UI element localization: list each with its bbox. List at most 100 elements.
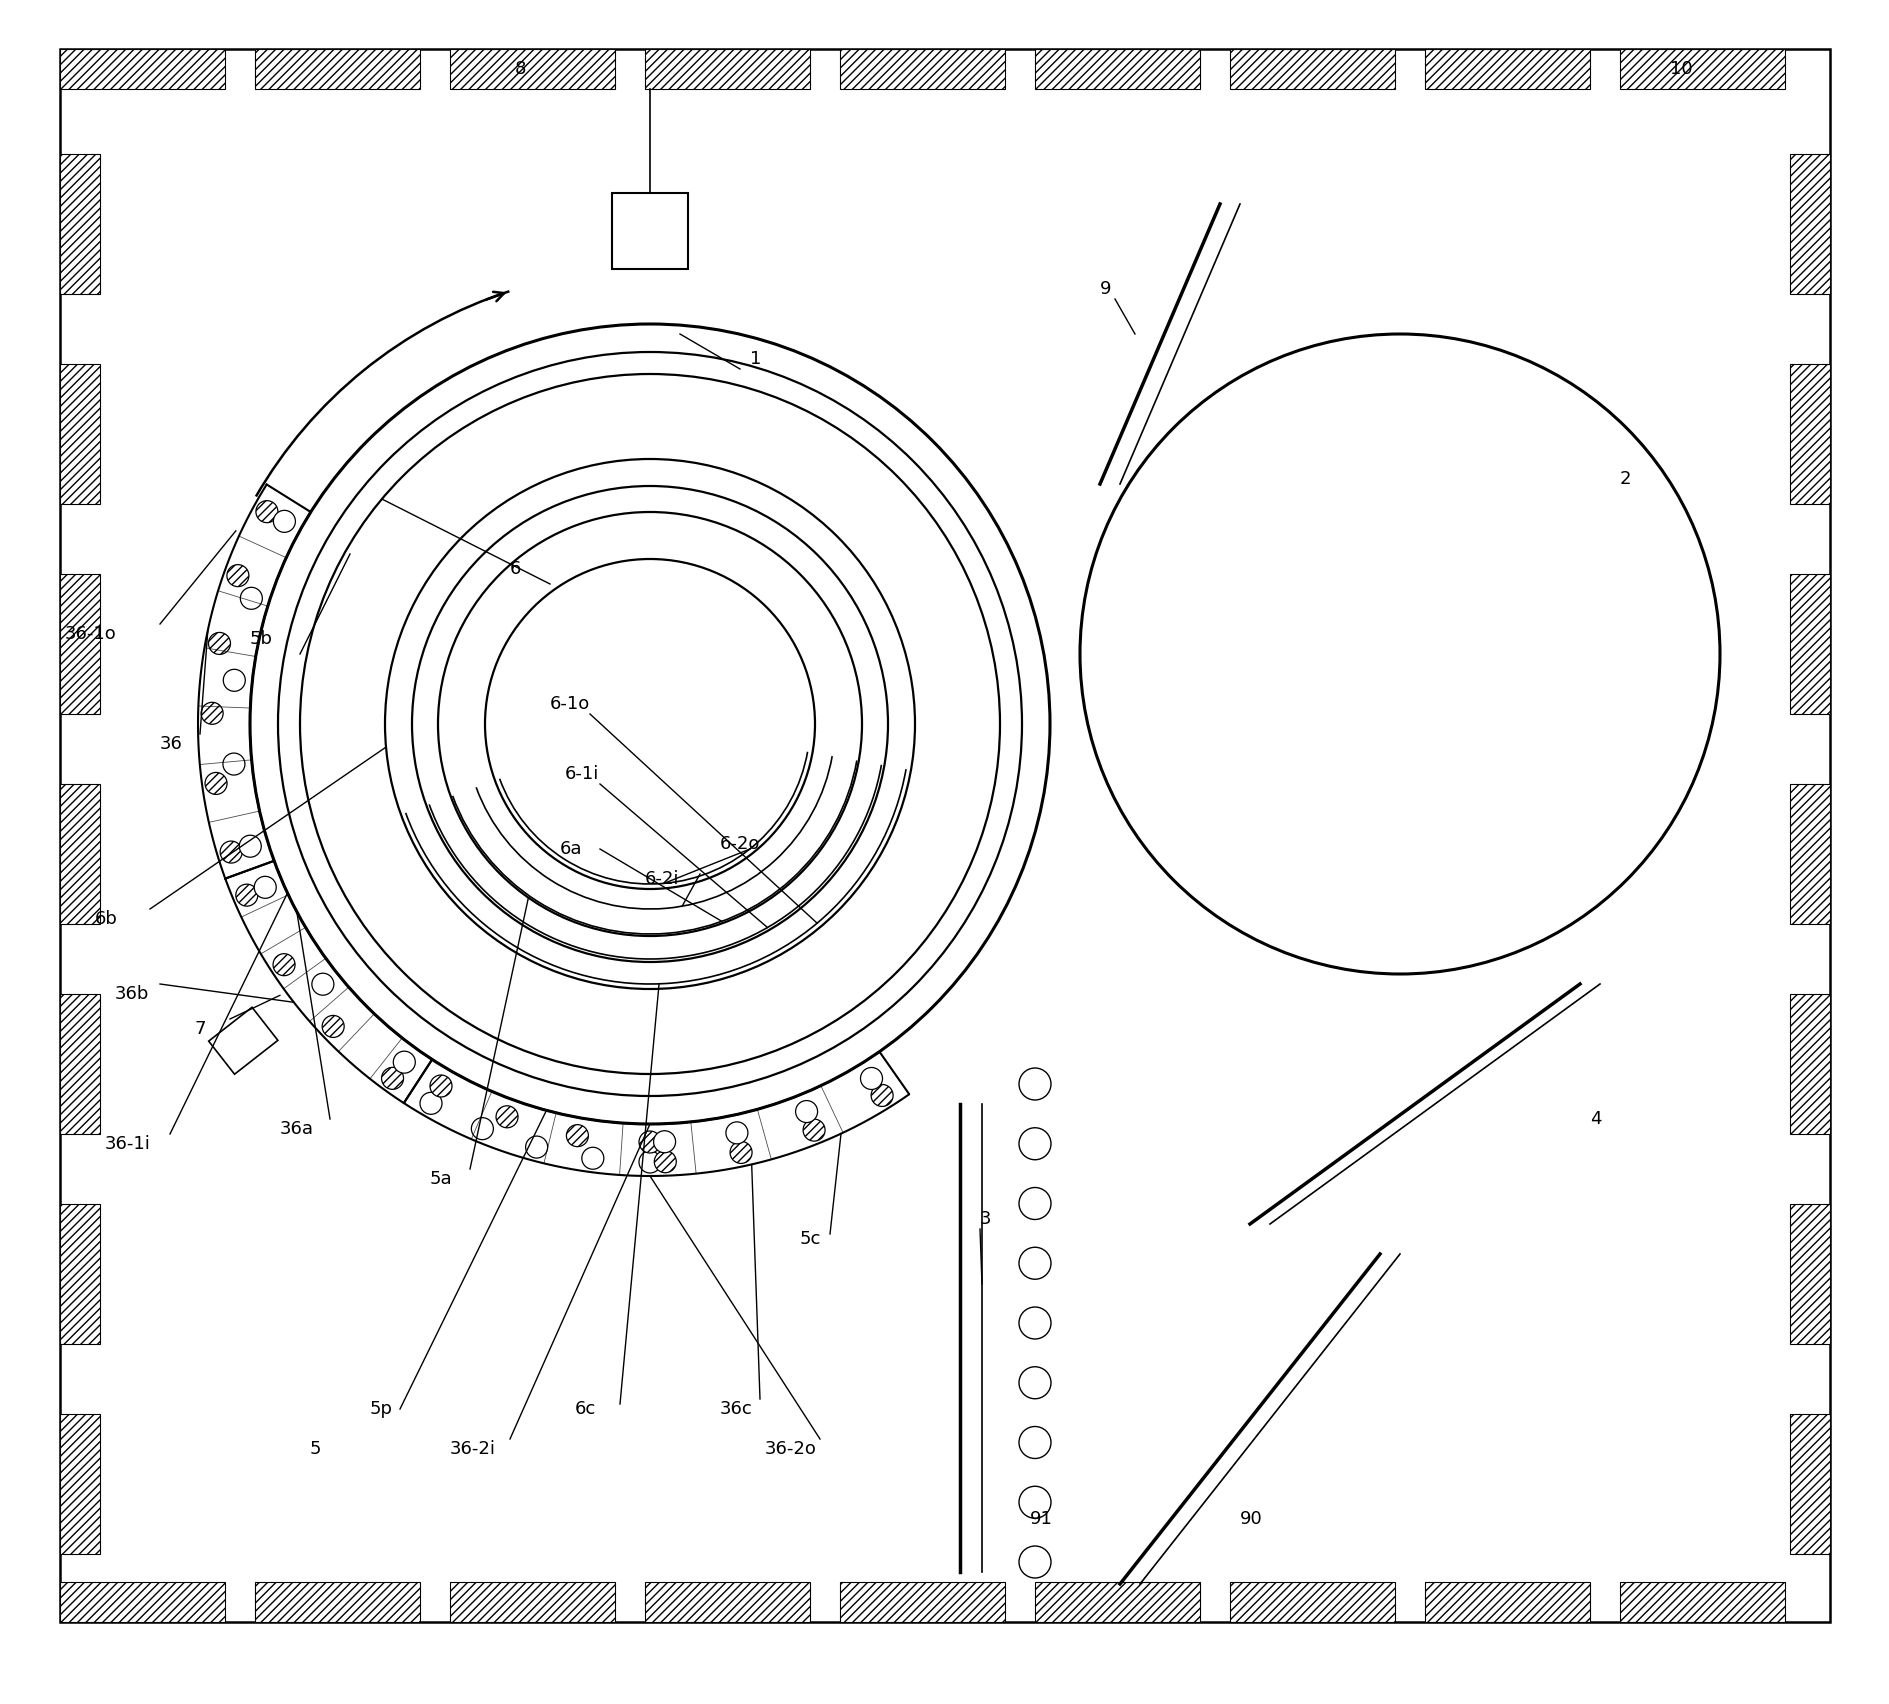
Circle shape [236, 884, 257, 907]
Circle shape [274, 511, 295, 532]
Text: 91: 91 [1030, 1510, 1052, 1528]
Bar [1619, 1581, 1783, 1622]
Circle shape [495, 1106, 518, 1128]
Text: 5p: 5p [370, 1401, 393, 1418]
Circle shape [1018, 1307, 1050, 1339]
Bar [612, 193, 688, 269]
Bar [255, 1581, 419, 1622]
Bar [644, 1581, 810, 1622]
Bar [1789, 153, 1829, 295]
Text: 6-1i: 6-1i [565, 765, 599, 784]
Bar [450, 1581, 614, 1622]
Bar [839, 1581, 1005, 1622]
Circle shape [419, 1092, 442, 1114]
Circle shape [582, 1147, 603, 1169]
Bar [60, 993, 100, 1133]
Text: 36-1i: 36-1i [106, 1135, 151, 1154]
Text: 6b: 6b [94, 910, 117, 929]
Circle shape [1018, 1367, 1050, 1399]
Bar [1789, 365, 1829, 504]
Circle shape [1018, 1426, 1050, 1459]
Circle shape [431, 1075, 451, 1097]
Bar [60, 49, 225, 89]
Circle shape [1018, 1486, 1050, 1518]
Circle shape [393, 1051, 416, 1074]
Text: 6a: 6a [559, 840, 582, 859]
Circle shape [1018, 1188, 1050, 1220]
Text: 36: 36 [161, 734, 183, 753]
Circle shape [567, 1125, 587, 1147]
Bar [644, 49, 810, 89]
Bar [60, 1205, 100, 1344]
Circle shape [803, 1120, 825, 1142]
Circle shape [654, 1150, 676, 1172]
Text: 6c: 6c [574, 1401, 595, 1418]
Circle shape [871, 1084, 893, 1106]
Circle shape [223, 670, 246, 692]
Text: 90: 90 [1239, 1510, 1262, 1528]
Text: 6: 6 [510, 561, 521, 578]
Bar [1035, 49, 1200, 89]
Circle shape [729, 1142, 752, 1164]
Text: 5c: 5c [799, 1230, 822, 1247]
Text: 5a: 5a [431, 1171, 451, 1188]
Text: 9: 9 [1099, 279, 1111, 298]
Text: 5: 5 [310, 1440, 321, 1459]
Bar [60, 153, 100, 295]
Bar [450, 49, 614, 89]
Circle shape [795, 1101, 818, 1123]
Text: 8: 8 [514, 60, 527, 78]
Bar [1789, 1414, 1829, 1554]
Circle shape [312, 973, 334, 995]
Circle shape [654, 1131, 674, 1152]
Circle shape [638, 1131, 661, 1154]
Text: 10: 10 [1670, 60, 1693, 78]
Bar [60, 1581, 225, 1622]
Circle shape [272, 954, 295, 976]
Circle shape [204, 772, 227, 794]
Circle shape [1018, 1068, 1050, 1101]
Circle shape [219, 842, 242, 862]
Circle shape [725, 1121, 748, 1143]
Circle shape [1018, 1128, 1050, 1160]
Circle shape [255, 501, 278, 523]
Bar [1619, 49, 1783, 89]
Text: 2: 2 [1619, 470, 1630, 487]
Circle shape [240, 835, 261, 857]
Text: 6-2o: 6-2o [720, 835, 759, 854]
Bar [1789, 993, 1829, 1133]
Bar [60, 784, 100, 924]
Bar [60, 1414, 100, 1554]
Circle shape [223, 753, 246, 775]
Bar [255, 49, 419, 89]
Circle shape [1018, 1546, 1050, 1578]
Text: 6-1o: 6-1o [550, 695, 589, 712]
Text: 1: 1 [750, 349, 761, 368]
Circle shape [470, 1118, 493, 1140]
Circle shape [240, 588, 263, 610]
Bar [60, 365, 100, 504]
Bar [1789, 574, 1829, 714]
Text: 4: 4 [1589, 1109, 1600, 1128]
Bar [208, 1007, 278, 1074]
Bar [1789, 784, 1829, 924]
Bar [1789, 1205, 1829, 1344]
Circle shape [525, 1137, 548, 1159]
Circle shape [208, 632, 230, 654]
Text: 36b: 36b [115, 985, 149, 1004]
Text: 36-2i: 36-2i [450, 1440, 495, 1459]
Text: 36-2o: 36-2o [765, 1440, 816, 1459]
Text: 36c: 36c [720, 1401, 752, 1418]
Bar [839, 49, 1005, 89]
Circle shape [638, 1150, 661, 1172]
Text: 36-1o: 36-1o [64, 625, 117, 642]
Bar [1035, 1581, 1200, 1622]
Circle shape [200, 702, 223, 724]
Text: 36a: 36a [280, 1120, 314, 1138]
Circle shape [1018, 1247, 1050, 1280]
Circle shape [227, 564, 249, 586]
Text: 5b: 5b [249, 630, 272, 648]
Circle shape [859, 1067, 882, 1089]
Text: 6-2i: 6-2i [644, 871, 680, 888]
Bar [1424, 1581, 1589, 1622]
